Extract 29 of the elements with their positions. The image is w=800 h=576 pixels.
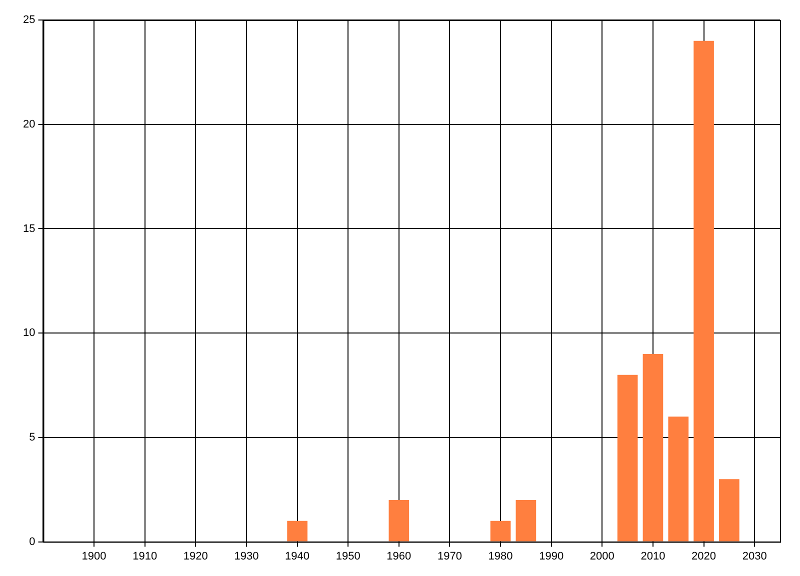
bar [388, 500, 410, 542]
y-tick-label: 25 [22, 14, 36, 26]
bar [516, 500, 536, 542]
bar [642, 354, 664, 542]
x-tick-label: 1930 [234, 550, 259, 562]
x-tick-label: 1970 [437, 550, 462, 562]
bar [668, 416, 689, 542]
x-tick-label: 1980 [488, 550, 513, 562]
bar [719, 479, 740, 542]
bar [287, 520, 308, 542]
x-tick-label: 1950 [336, 550, 360, 562]
y-tick-label: 5 [29, 431, 36, 444]
x-tick-label: 2030 [742, 550, 767, 562]
x-tick-label: 1960 [386, 550, 412, 562]
x-tick-label: 1990 [539, 550, 564, 562]
x-tick-label: 2010 [640, 550, 666, 562]
y-tick-label: 0 [29, 536, 36, 548]
bar [490, 520, 511, 542]
x-tick-label: 2020 [692, 550, 716, 562]
x-tick-label: 1920 [183, 550, 208, 562]
y-tick-label: 15 [22, 222, 36, 235]
x-tick-label: 1940 [285, 550, 310, 562]
bar [617, 374, 638, 542]
y-tick-label: 20 [22, 118, 36, 130]
y-tick-label: 10 [22, 327, 36, 340]
x-tick-label: 1910 [132, 550, 158, 562]
bar [694, 40, 714, 542]
x-tick-label: 1900 [82, 550, 106, 562]
x-tick-label: 2000 [590, 550, 614, 562]
